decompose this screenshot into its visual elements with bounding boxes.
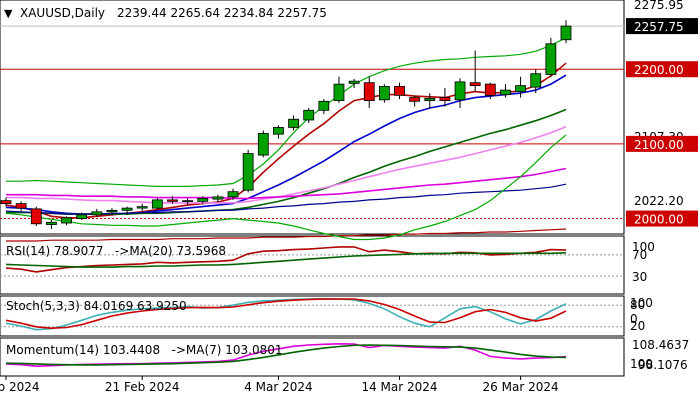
overlay-line-0 — [5, 62, 567, 219]
candle-body-9 — [136, 206, 148, 209]
stoch-label: Stoch(5,3,3) 84.0169 63.9250 — [6, 299, 187, 313]
candle-body-35 — [530, 73, 542, 88]
candle-body-24 — [363, 82, 375, 101]
last-price-tag-label: 2257.75 — [634, 20, 684, 34]
candle-body-30 — [454, 81, 466, 101]
x-tick-label-2: 4 Mar 2024 — [244, 380, 312, 394]
level-tag-label-2: 2000.00 — [634, 213, 684, 227]
candle-body-3 — [46, 221, 57, 225]
momentum-y-tick-1: 98.1076 — [638, 358, 688, 372]
candle-body-37 — [560, 25, 572, 41]
candle-body-15 — [227, 191, 239, 198]
rsi-panel — [0, 246, 624, 277]
last-price-tag-bg — [626, 18, 698, 35]
candle-body-27 — [409, 97, 421, 102]
rsi-y-tick-0: 100 — [632, 240, 655, 254]
candle-body-34 — [515, 85, 526, 93]
overlay-line-4 — [6, 167, 567, 200]
candle-body-14 — [212, 196, 224, 200]
stoch-series-0 — [5, 297, 567, 331]
candle-body-0 — [0, 200, 12, 205]
stoch-panel — [0, 297, 624, 331]
momentum-series-1 — [5, 344, 567, 366]
stoch-y-tick-1: 80 — [630, 298, 645, 312]
candle-body-7 — [106, 209, 118, 213]
momentum-y-tick-2: 100 — [630, 357, 653, 371]
level-tag-bg-2 — [626, 210, 698, 227]
candle-body-5 — [76, 214, 88, 219]
stoch-y-tick-0: 100 — [630, 296, 653, 310]
candle-body-29 — [439, 97, 451, 101]
candle-body-11 — [167, 199, 178, 202]
rsi-series-1 — [5, 252, 567, 268]
symbol-label: XAUUSD,Daily — [20, 6, 105, 20]
level-tag-bg-1 — [626, 135, 698, 152]
level-tag-bg-0 — [626, 61, 698, 78]
candle-body-13 — [197, 197, 209, 202]
candle-body-26 — [394, 85, 405, 96]
collapse-triangle-icon[interactable]: ▼ — [4, 7, 13, 20]
candle-body-2 — [30, 208, 42, 225]
candle-body-16 — [242, 153, 254, 191]
price-y-tick-0: 2275.95 — [634, 0, 684, 12]
stoch-series-1 — [5, 298, 567, 330]
price-panel — [0, 20, 624, 242]
candle-body-28 — [424, 97, 436, 101]
overlay-line-6 — [6, 228, 567, 242]
candle-body-21 — [318, 100, 330, 111]
rsi-y-tick-2: 30 — [632, 270, 647, 284]
overlay-line-8 — [5, 134, 567, 241]
x-tick-label-3: 14 Mar 2024 — [361, 380, 437, 394]
ohlc-label: 2239.44 2265.64 2234.84 2257.75 — [117, 6, 327, 20]
candle-body-22 — [333, 83, 345, 101]
level-tag-label-0: 2200.00 — [634, 63, 684, 77]
momentum-panel — [5, 342, 567, 368]
candle-body-36 — [545, 43, 557, 75]
candle-body-1 — [15, 203, 27, 209]
momentum-y-tick-0: 108.4637 — [632, 338, 689, 352]
candle-body-12 — [182, 200, 194, 203]
x-tick-label-1: 21 Feb 2024 — [105, 380, 180, 394]
candle-body-23 — [348, 80, 360, 84]
candle-body-33 — [500, 89, 511, 95]
level-tag-label-1: 2100.00 — [634, 138, 684, 152]
momentum-label: Momentum(14) 103.4408 ->MA(7) 103.0801 — [6, 343, 283, 357]
candle-body-17 — [257, 133, 269, 156]
candle-body-31 — [469, 82, 481, 87]
candle-body-18 — [273, 127, 284, 135]
candle-body-20 — [303, 109, 315, 121]
x-tick-label-0: 9 Feb 2024 — [0, 380, 40, 394]
stoch-y-tick-3: 0 — [630, 312, 638, 326]
overlay-line-7 — [6, 37, 567, 187]
price-y-tick-2: 2022.20 — [634, 194, 684, 208]
overlay-line-3 — [6, 125, 567, 204]
stoch-panel-frame — [0, 295, 625, 337]
candle-body-10 — [151, 199, 163, 209]
candle-body-6 — [91, 211, 103, 216]
rsi-label: RSI(14) 78.9077 ->MA(20) 73.5968 — [6, 244, 226, 258]
candle-body-25 — [378, 85, 390, 101]
candle-body-19 — [288, 118, 299, 128]
candle-body-4 — [61, 217, 72, 224]
stoch-y-tick-2: 20 — [630, 319, 645, 333]
rsi-y-tick-1: 70 — [632, 248, 647, 262]
candle-body-32 — [484, 83, 496, 96]
candle-body-8 — [121, 207, 133, 211]
x-tick-label-4: 26 Mar 2024 — [483, 380, 559, 394]
